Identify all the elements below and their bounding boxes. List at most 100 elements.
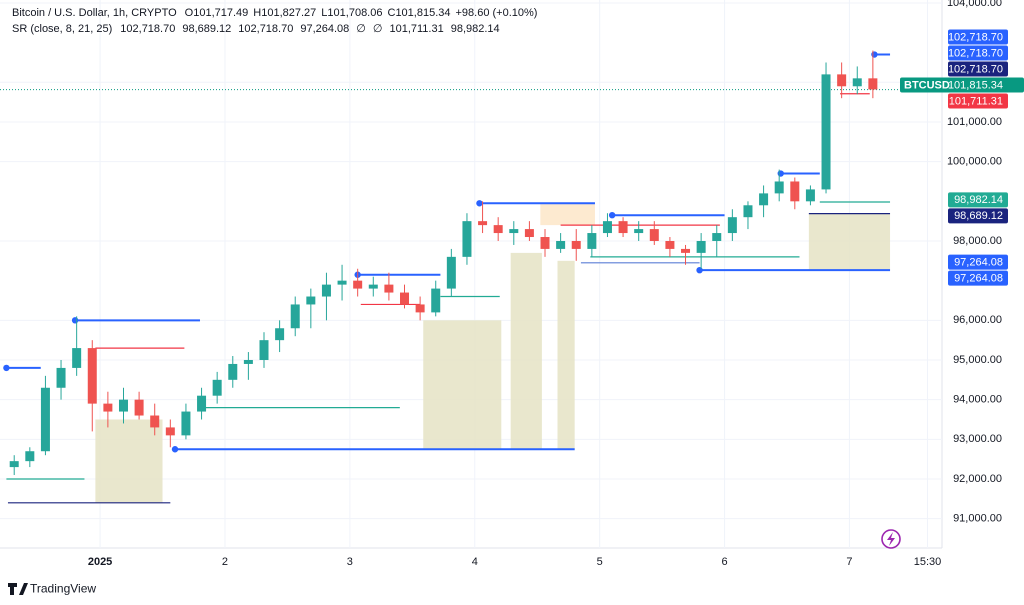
- candle-body: [556, 240, 566, 249]
- candle-body: [212, 379, 222, 396]
- axes: 91,000.00 92,000.00 93,000.00 94,000.00 95,0…: [88, 0, 1002, 568]
- candle-body: [478, 221, 488, 226]
- candle-body: [727, 217, 737, 234]
- candle-body: [228, 363, 238, 380]
- y-tick-label: 96,000.00: [953, 314, 1002, 326]
- brand-name: TradingView: [30, 582, 96, 596]
- price-tag: [948, 270, 1008, 286]
- candle-body: [509, 229, 519, 234]
- indicator-value: 102,718.70: [120, 23, 175, 35]
- levels: [0, 51, 942, 504]
- ohlc-value: 101,815.34: [395, 7, 450, 19]
- x-tick-label: 2025: [88, 556, 112, 568]
- price-tag-label: 102,718.70: [948, 47, 1003, 59]
- candle-body: [852, 78, 862, 87]
- symbol-label: BTCUSD: [904, 79, 950, 91]
- indicator-value: ∅: [373, 23, 383, 35]
- indicator-value: 102,718.70: [238, 23, 293, 35]
- candle-body: [587, 233, 597, 249]
- candle-body: [25, 451, 35, 462]
- ohlc-key: C: [387, 7, 395, 19]
- change: +98.60 (+0.10%): [456, 7, 538, 19]
- candle-body: [259, 340, 269, 360]
- ohlc-key: O: [185, 7, 194, 19]
- candle-body: [665, 240, 675, 249]
- candle-body: [805, 189, 815, 202]
- price-tag: [948, 208, 1008, 224]
- replay-icon[interactable]: [881, 529, 901, 549]
- candle-body: [602, 221, 612, 234]
- price-tag: [948, 61, 1008, 77]
- x-tick-label: 4: [472, 556, 478, 568]
- ohlc-value: 101,717.49: [193, 7, 248, 19]
- price-tag: [948, 93, 1008, 109]
- candle-body: [634, 229, 644, 234]
- ohlc-key: L: [321, 7, 327, 19]
- candle-body: [400, 292, 410, 305]
- level-dot: [696, 266, 703, 274]
- candle-body: [493, 225, 503, 234]
- candle-body: [165, 427, 175, 436]
- x-tick-label: 7: [846, 556, 852, 568]
- candle-body: [837, 74, 847, 87]
- y-tick-label: 104,000.00: [947, 0, 1002, 9]
- candle-body: [821, 74, 831, 190]
- x-tick-label: 6: [721, 556, 727, 568]
- x-tick-label: 15:30: [914, 556, 942, 568]
- y-tick-label: 98,000.00: [953, 235, 1002, 247]
- level-dot: [871, 51, 878, 58]
- candle-body: [571, 240, 581, 249]
- zone: [95, 419, 163, 503]
- candle-body: [150, 415, 160, 428]
- icon-circle[interactable]: [881, 529, 901, 549]
- brand-logo: [8, 583, 28, 595]
- level-dot: [171, 446, 179, 453]
- level-dot: [476, 200, 483, 207]
- indicator-name: SR (close, 8, 21, 25): [12, 23, 112, 35]
- y-tick-label: 92,000.00: [953, 473, 1002, 485]
- candle-body: [712, 233, 722, 241]
- brand: TradingView: [8, 582, 96, 596]
- y-tick-label: 91,000.00: [953, 513, 1002, 525]
- candle-body: [759, 193, 769, 206]
- indicator-value: 101,711.31: [389, 23, 443, 35]
- x-tick-label: 3: [347, 556, 353, 568]
- candle-body: [415, 304, 425, 313]
- x-tick-label: 2: [222, 556, 228, 568]
- candle-body: [681, 248, 691, 253]
- price-tag: [948, 254, 1008, 270]
- candle-body: [540, 237, 550, 249]
- candle-body: [181, 411, 191, 436]
- y-tick-label: 94,000.00: [953, 394, 1002, 406]
- candle-body: [243, 359, 253, 364]
- y-tick-label: 93,000.00: [953, 433, 1002, 445]
- candle-body: [524, 229, 534, 238]
- level-dot: [3, 364, 10, 372]
- candle-body: [103, 403, 113, 412]
- price-tag-label: 102,718.70: [948, 63, 1003, 75]
- indicator-value: ∅: [356, 23, 366, 35]
- candle-body: [9, 461, 19, 468]
- last-price-tag: [900, 77, 1024, 93]
- ohlc-key: H: [253, 7, 261, 19]
- level-dot: [608, 211, 616, 219]
- candle-body: [275, 328, 285, 341]
- candle-body: [87, 348, 97, 404]
- candle-body: [446, 256, 456, 289]
- chart-title: Bitcoin / U.S. Dollar, 1h, CRYPTO: [12, 7, 177, 19]
- candle-body: [649, 229, 659, 241]
- price-tag-label: 102,718.70: [948, 31, 1003, 43]
- y-tick-label: 100,000.00: [947, 156, 1002, 168]
- candle-body: [40, 387, 50, 452]
- icon-bolt[interactable]: [887, 532, 895, 546]
- zone: [808, 213, 891, 271]
- candle-body: [290, 304, 300, 329]
- price-tag: [948, 29, 1008, 45]
- candle-body: [197, 395, 207, 412]
- candles: [9, 50, 878, 476]
- price-tag-label: 98,982.14: [954, 194, 1003, 206]
- header: Bitcoin / U.S. Dollar, 1h, CRYPTO SR (cl…: [12, 7, 537, 35]
- y-tick-label: 101,000.00: [947, 116, 1002, 128]
- price-tag: [948, 192, 1008, 208]
